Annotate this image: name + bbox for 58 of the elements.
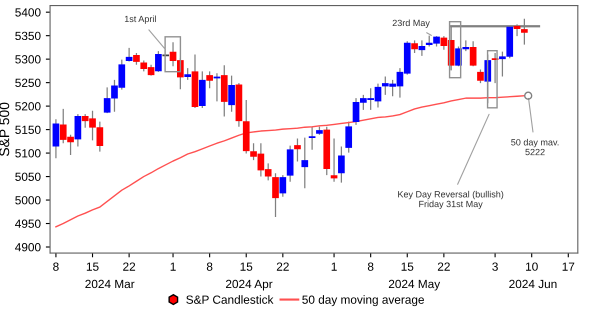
- candlestick: [499, 51, 506, 78]
- candlestick: [411, 40, 418, 54]
- x-tick-label: 3: [492, 262, 498, 271]
- legend-label: S&P Candlestick: [186, 295, 274, 304]
- candlestick: [301, 136, 308, 189]
- y-tick-label: 5350: [15, 32, 41, 40]
- candlestick: [345, 120, 352, 154]
- candlestick: [338, 146, 345, 184]
- x-tick-label: 8: [206, 262, 212, 271]
- x-tick-label: 1: [332, 262, 337, 271]
- candlestick: [184, 67, 192, 80]
- x-tick-label: 8: [53, 262, 59, 271]
- x-tick-label: 8: [368, 262, 374, 271]
- y-tick-label: 5000: [15, 196, 41, 204]
- y-tick-label: 4900: [15, 243, 41, 252]
- candlestick: [272, 172, 279, 218]
- candlestick: [126, 47, 132, 62]
- candlestick: [52, 118, 60, 159]
- x-tick-label: 22: [123, 262, 136, 271]
- candlestick: [74, 113, 82, 148]
- annotation: 1st April: [124, 16, 156, 24]
- x-tick-label: 17: [562, 262, 574, 271]
- annotation: Key Day Reversal (bullish) Friday 31st May: [398, 190, 504, 209]
- y-tick-label: 5100: [15, 149, 41, 158]
- text: 2024 Jun: [509, 280, 556, 288]
- y-tick-label: 5250: [15, 78, 41, 88]
- x-tick-label: 22: [276, 262, 289, 271]
- x-tick-label: 10: [526, 262, 538, 271]
- candlestick: [155, 50, 162, 72]
- candlestick: [294, 138, 301, 162]
- y-tick-label: 5300: [15, 55, 41, 64]
- text: 2024 Apr: [226, 280, 272, 291]
- annotation: 23rd May: [392, 19, 430, 28]
- y-tick-label: 5400: [15, 8, 41, 17]
- y-tick-label: 5200: [15, 102, 41, 111]
- candlestick: [418, 40, 426, 56]
- candlestick: [206, 70, 213, 89]
- y-tick-label: 4950: [15, 220, 41, 228]
- x-tick-label: 15: [240, 262, 252, 271]
- candlestick: [308, 126, 316, 150]
- candlestick: [214, 72, 220, 102]
- candlestick: [133, 52, 140, 66]
- x-tick-label: 1: [170, 262, 176, 271]
- x-tick-label: 22: [438, 262, 450, 271]
- candlestick: [477, 68, 484, 84]
- candlestick: [470, 40, 476, 67]
- legend-label: 50 day moving average: [302, 295, 424, 306]
- y-tick-label: 5050: [15, 172, 41, 181]
- candlestick: [330, 138, 338, 182]
- candlestick: [279, 174, 286, 198]
- text: 2024 Mar: [85, 280, 134, 288]
- x-tick-label: 15: [402, 262, 414, 271]
- annotation: 50 day mav. 5222: [511, 138, 558, 156]
- y-tick-label: 5150: [15, 126, 41, 134]
- candlestick: [96, 120, 104, 152]
- candlestick: [228, 74, 235, 112]
- text: 2024 May: [388, 280, 440, 291]
- x-tick-label: 15: [86, 262, 99, 271]
